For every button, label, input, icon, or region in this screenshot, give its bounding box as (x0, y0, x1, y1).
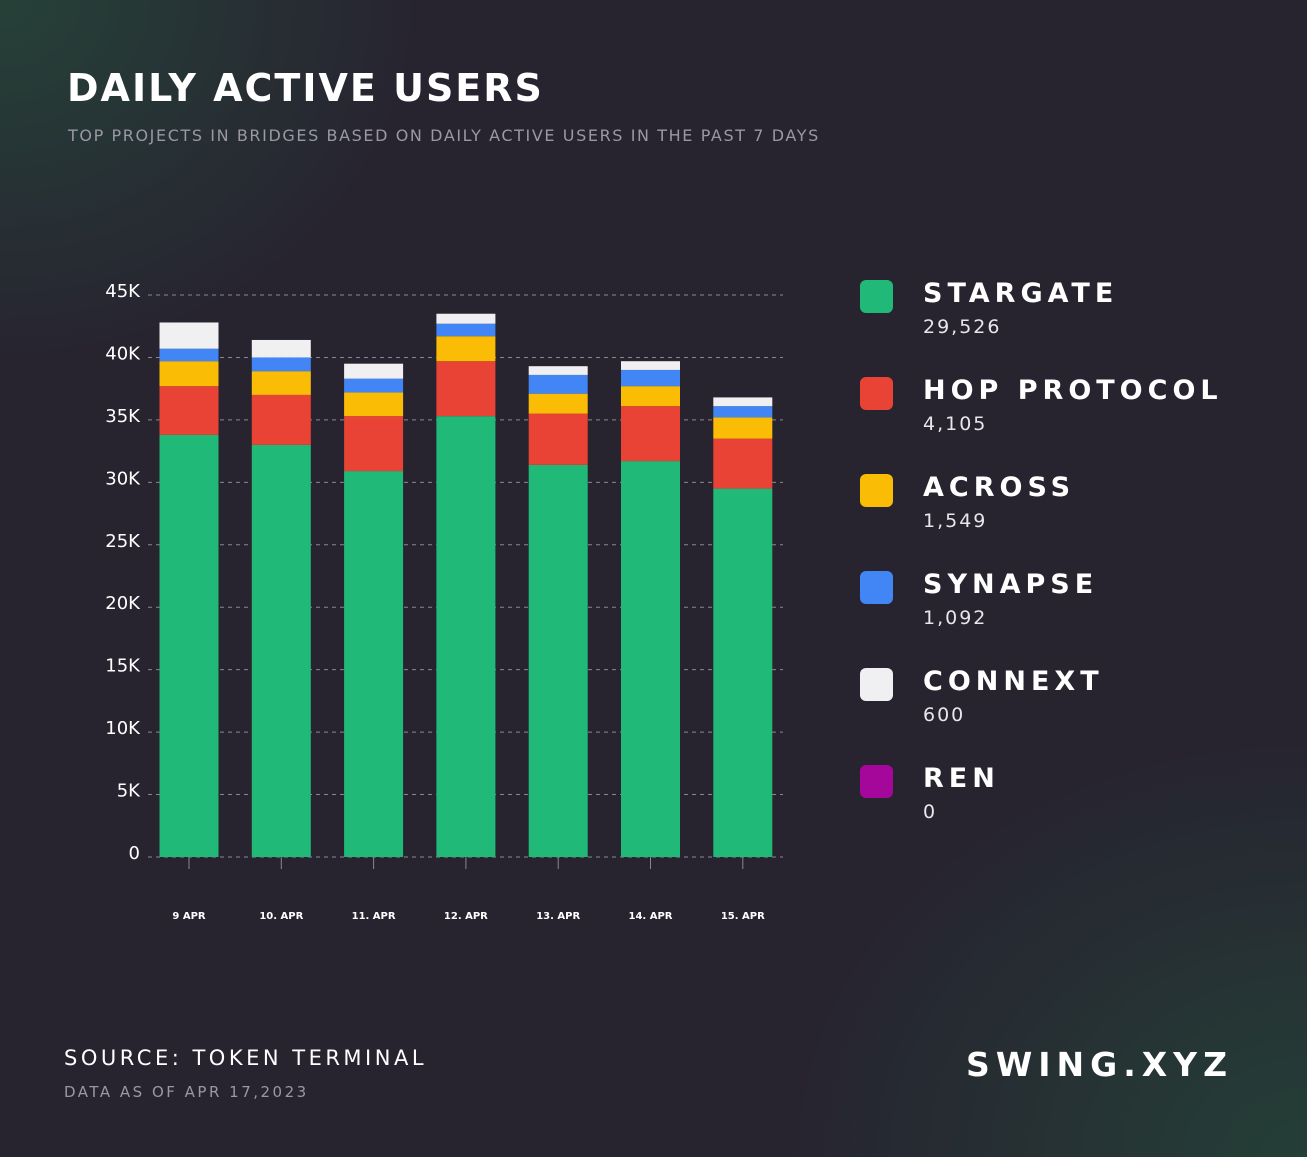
bar-segment-hop-protocol (436, 361, 496, 417)
y-tick-label: 0 (129, 843, 140, 864)
legend-swatch (860, 571, 893, 604)
x-tick-label: 11. APR (352, 911, 396, 922)
bar-segment-stargate (528, 464, 588, 857)
bar-segment-hop-protocol (251, 394, 311, 445)
bar-segment-synapse (436, 323, 496, 337)
bar-segment-synapse (528, 374, 588, 394)
bar-segment-connext (159, 322, 219, 349)
legend-value: 4,105 (923, 413, 988, 435)
legend-swatch (860, 474, 893, 507)
bar-segment-stargate (436, 416, 496, 857)
chart-subtitle: TOP PROJECTS IN BRIDGES BASED ON DAILY A… (68, 126, 820, 145)
bar-segment-stargate (713, 488, 773, 857)
bar-segment-synapse (344, 378, 404, 393)
y-axis-ticks: 0 5K 10K 15K 20K 25K 30K 35K 40K 45K (105, 281, 141, 864)
y-tick-label: 5K (117, 781, 141, 802)
x-tick-label: 9 APR (172, 911, 206, 922)
x-tick-label: 15. APR (721, 911, 765, 922)
bar-segment-hop-protocol (621, 406, 680, 462)
x-tick-label: 14. APR (629, 911, 673, 922)
chart-title: DAILY ACTIVE USERS (67, 66, 544, 110)
legend-name: SYNAPSE (923, 569, 1099, 600)
y-tick-label: 15K (105, 656, 141, 677)
bar-segment-across (713, 417, 773, 439)
legend-value: 1,092 (923, 607, 988, 629)
legend-swatch (860, 668, 893, 701)
bar-segment-across (251, 371, 311, 395)
legend-value: 1,549 (923, 510, 988, 532)
legend-value: 0 (923, 801, 938, 823)
bars (159, 313, 773, 857)
y-tick-label: 10K (105, 718, 141, 739)
legend-name: REN (923, 763, 1000, 794)
data-date-note: DATA AS OF APR 17,2023 (64, 1083, 309, 1101)
bar-segment-connext (251, 339, 311, 358)
bar-segment-connext (713, 397, 773, 407)
bar-segment-stargate (344, 471, 404, 857)
y-tick-label: 40K (105, 343, 141, 364)
x-tick-label: 12. APR (444, 911, 488, 922)
bar-segment-connext (344, 363, 404, 379)
y-tick-label: 30K (105, 468, 141, 489)
x-tick-label: 10. APR (259, 911, 303, 922)
bar-segment-synapse (251, 357, 311, 372)
legend-name: ACROSS (923, 472, 1076, 503)
y-tick-label: 35K (105, 406, 141, 427)
legend-name: STARGATE (923, 278, 1119, 309)
legend-value: 29,526 (923, 316, 1002, 338)
bar-segment-connext (436, 313, 496, 324)
bar-segment-across (528, 393, 588, 414)
legend-swatch (860, 280, 893, 313)
legend-name: HOP PROTOCOL (923, 375, 1223, 406)
y-tick-label: 20K (105, 593, 141, 614)
bar-segment-across (436, 336, 496, 362)
legend-name: CONNEXT (923, 666, 1104, 697)
legend-value: 600 (923, 704, 966, 726)
bar-segment-hop-protocol (713, 438, 773, 489)
x-axis-ticks: 9 APR 10. APR 11. APR 12. APR 13. APR 14. APR… (172, 857, 765, 922)
legend-swatch (860, 377, 893, 410)
bar-segment-synapse (159, 348, 219, 362)
bar-segment-synapse (621, 369, 680, 387)
bar-segment-connext (528, 366, 588, 375)
bar-segment-synapse (713, 406, 773, 418)
bar-segment-stargate (621, 461, 680, 857)
x-tick-label: 13. APR (536, 911, 580, 922)
bar-segment-stargate (251, 444, 311, 857)
bar-segment-across (621, 386, 680, 407)
bar-segment-hop-protocol (528, 413, 588, 465)
bar-segment-across (344, 392, 404, 417)
bar-segment-connext (621, 361, 680, 370)
y-tick-label: 45K (105, 281, 141, 302)
bar-segment-stargate (159, 434, 219, 857)
bar-segment-hop-protocol (159, 386, 219, 435)
legend-swatch (860, 765, 893, 798)
bar-segment-hop-protocol (344, 416, 404, 472)
source-note: SOURCE: TOKEN TERMINAL (64, 1046, 428, 1070)
y-tick-label: 25K (105, 531, 141, 552)
brand-logo-text: SWING.XYZ (966, 1045, 1233, 1084)
bar-segment-across (159, 361, 219, 387)
